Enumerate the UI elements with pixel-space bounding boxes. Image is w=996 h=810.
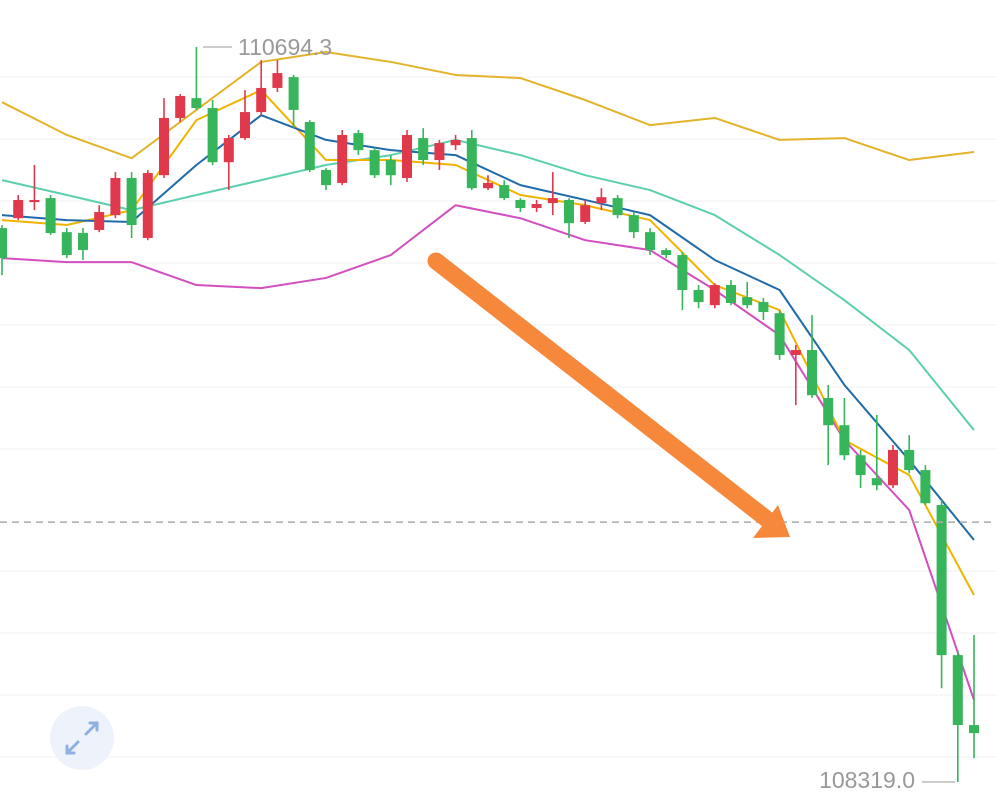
candle-body xyxy=(142,173,153,239)
candle-body xyxy=(385,160,396,176)
candle-body xyxy=(466,138,477,189)
candle-body xyxy=(321,169,331,186)
candle-body xyxy=(272,73,283,88)
candle-body xyxy=(175,95,186,118)
candle-body xyxy=(240,112,250,139)
candle-body xyxy=(256,87,267,113)
candle-body xyxy=(709,285,720,306)
candle-body xyxy=(807,350,817,396)
candle-body xyxy=(661,250,672,256)
candle-body xyxy=(337,134,348,183)
candle-body xyxy=(726,285,736,303)
candle-body xyxy=(920,470,931,504)
candle-body xyxy=(191,98,202,109)
arrow-shaft xyxy=(427,252,777,529)
candle-body xyxy=(499,185,510,199)
candle-body xyxy=(159,117,169,176)
indicator-line xyxy=(1,138,975,431)
max-label: 110694.3 xyxy=(238,34,332,60)
candle-body xyxy=(207,108,218,163)
candle-body xyxy=(13,199,24,219)
candle-body xyxy=(596,197,607,204)
candle-body xyxy=(288,77,299,110)
candle-body xyxy=(904,449,915,471)
candle-body xyxy=(29,199,40,203)
candle-body xyxy=(952,655,963,726)
indicator-line xyxy=(1,89,975,596)
expand-button[interactable] xyxy=(50,706,114,770)
candle-body xyxy=(580,205,591,222)
candle-body xyxy=(61,232,72,256)
candle-body xyxy=(353,133,364,151)
candle-body xyxy=(790,350,801,355)
candle-body xyxy=(45,198,56,234)
min-label: 108319.0 xyxy=(819,767,915,793)
candle-body xyxy=(839,425,850,456)
candle-body xyxy=(0,228,7,259)
candle-body xyxy=(94,212,105,230)
indicator-line xyxy=(1,51,975,162)
candle-body xyxy=(936,505,947,656)
button-bg[interactable] xyxy=(50,706,114,770)
candle-body xyxy=(110,177,121,216)
candle-body xyxy=(612,198,623,216)
candle-body xyxy=(758,302,769,312)
candle-body xyxy=(547,198,558,204)
candle-body xyxy=(418,138,429,161)
candle-body xyxy=(823,397,834,426)
candle-body xyxy=(126,177,137,226)
plot: 110694.3 108319.0 xyxy=(0,34,996,793)
candle-body xyxy=(888,449,898,486)
candle-body xyxy=(515,199,526,209)
candle-body xyxy=(774,313,785,355)
candle-body xyxy=(628,215,639,233)
candle-body xyxy=(564,199,574,224)
candle-body xyxy=(742,297,753,306)
candle-body xyxy=(693,289,704,303)
arrow-head xyxy=(753,505,790,538)
candle-body xyxy=(402,134,412,178)
candle-body xyxy=(78,233,88,251)
candle-body xyxy=(855,455,866,476)
trend-arrow xyxy=(427,252,790,538)
candle-body xyxy=(223,138,234,163)
candle-body xyxy=(871,478,882,486)
candle-body xyxy=(645,232,655,251)
candle-body xyxy=(450,139,461,146)
candle-body xyxy=(483,182,493,189)
candle-body xyxy=(677,255,688,290)
expand-icon[interactable] xyxy=(65,721,99,755)
candle-body xyxy=(531,203,542,209)
candle-body xyxy=(304,121,315,170)
candle-body xyxy=(369,150,380,176)
candle-body xyxy=(434,143,445,161)
candle-body xyxy=(969,725,979,734)
